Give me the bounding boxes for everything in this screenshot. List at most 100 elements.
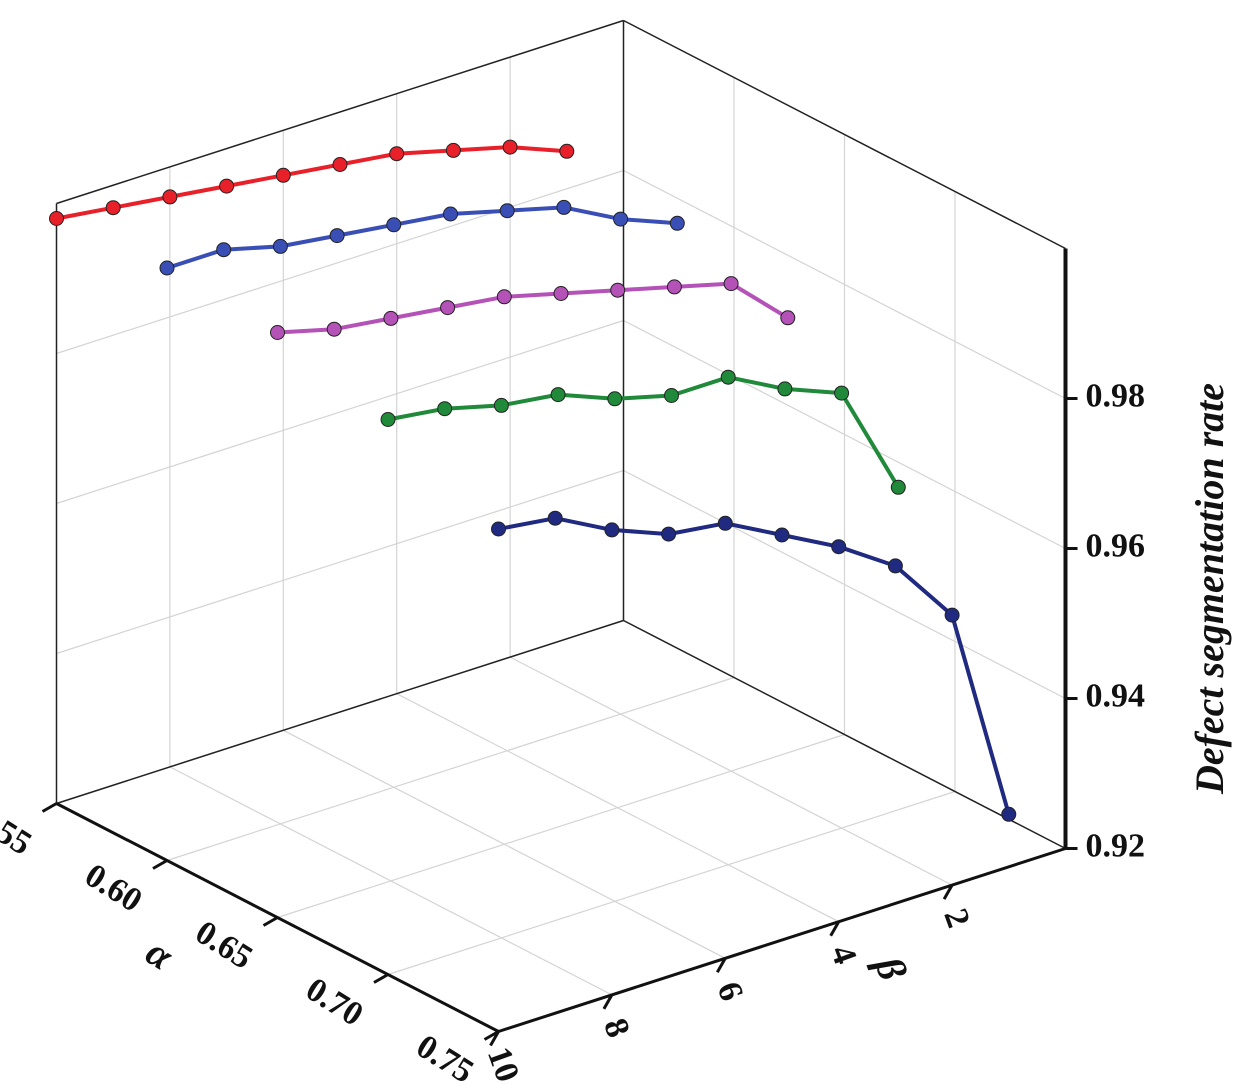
data-point [440,300,456,316]
data-point [944,607,960,623]
y-tick-label: 6 [710,977,751,1006]
grid-line [56,169,624,355]
data-point [661,526,677,542]
z-axis-title: Defect segmentation rate [1187,383,1232,795]
data-point [445,142,461,158]
data-point [559,143,575,159]
box-edge [56,19,624,205]
data-point [890,479,906,495]
data-point [389,146,405,162]
data-point [493,397,509,413]
x-tick [373,973,389,984]
box-edge [623,19,1066,250]
data-point [332,157,348,172]
x-tick [262,916,279,927]
grid-line [166,676,735,862]
data-point [443,206,458,222]
data-point [777,381,793,397]
grid-line [277,733,845,919]
y-tick [602,994,614,1010]
data-point [270,325,285,340]
x-axis-title: α [138,929,181,979]
marks [49,139,1017,822]
y-tick [829,920,841,937]
data-point [604,522,620,538]
data-point [386,217,402,233]
data-point [780,310,796,326]
data-point [720,369,736,385]
x-tick [41,802,58,813]
y-tick-label: 10 [480,1042,526,1084]
grid-line [623,319,1066,550]
data-point [664,388,679,403]
box-edge [56,619,624,805]
data-point [159,260,175,276]
axes: 0.55 0.60 0.65 0.70 0.75 α 2 4 6 8 10 β 0.92 0.94 0.96… [0,19,1232,1084]
data-point [272,238,288,254]
y-tick-label: 8 [596,1014,637,1043]
x-tick-label: 0.75 [410,1028,480,1084]
grid-line [623,469,1066,700]
data-point [669,215,685,231]
series-line [498,516,1011,815]
grid-line [623,169,1066,400]
data-point [550,387,566,403]
data-point [1001,806,1017,822]
data-point [383,310,399,326]
x-tick-label: 0.55 [0,800,38,863]
y-axis-title: β [866,949,916,986]
data-point [607,391,623,407]
data-point [887,558,903,574]
data-point [216,242,232,258]
data-point [556,199,572,215]
series-line [277,281,789,335]
data-point [610,282,626,298]
data-point [105,200,121,216]
data-point [275,167,291,183]
series-line [387,375,901,489]
data-point [49,211,64,226]
z-tick-label: 0.98 [1086,377,1146,414]
data-point [717,515,733,531]
box-edge [623,619,1066,850]
data-point [774,527,790,543]
grid-line [56,469,624,655]
data-point [666,279,682,295]
data-point [613,211,629,227]
data-point [723,276,739,292]
data-point [380,412,396,427]
y-tick [489,1030,500,1047]
data-point [499,203,515,219]
y-tick [942,884,954,900]
data-point [496,289,512,305]
grid-line [396,693,839,923]
data-point [831,539,847,555]
x-tick-label: 0.60 [78,857,148,920]
series-line [166,205,678,270]
grid-line [283,729,726,959]
data-point [219,178,235,194]
grid-line [387,790,956,976]
data-point [491,521,506,537]
data-point [834,385,850,401]
grid-line [169,766,613,996]
z-tick-label: 0.94 [1086,677,1146,714]
data-point [162,189,178,205]
z-tick-label: 0.96 [1086,527,1146,564]
series-line [56,145,567,221]
grid-line [56,319,624,505]
data-point [553,286,569,301]
y-tick [715,957,727,974]
data-point [329,228,345,244]
grid [55,20,1067,1033]
data-point [502,139,518,155]
x-tick-label: 0.65 [189,914,259,977]
y-axis [498,847,1066,1033]
x-tick [152,859,168,870]
x-tick-label: 0.70 [299,971,369,1034]
z-tick-label: 0.92 [1086,827,1146,864]
grid-line [509,656,953,886]
data-point [326,321,342,337]
y-tick-label: 2 [936,904,977,933]
